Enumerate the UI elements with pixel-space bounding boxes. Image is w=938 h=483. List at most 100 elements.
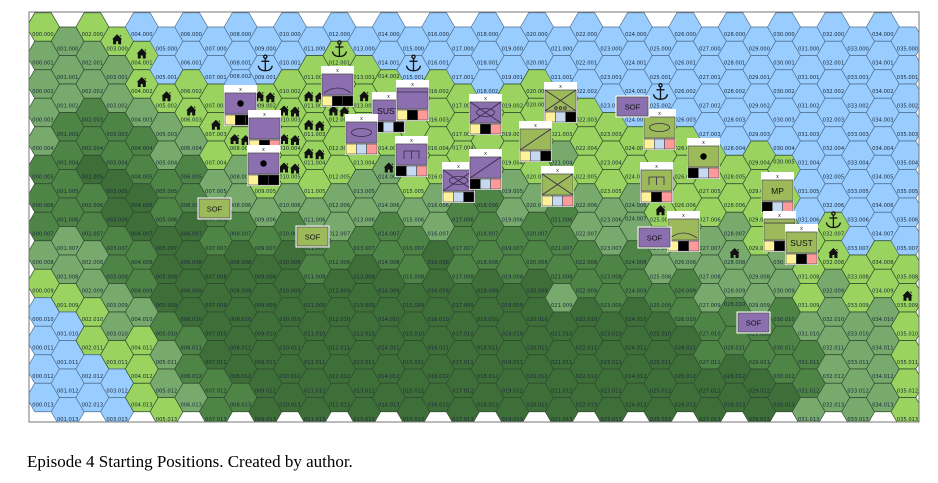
hex-label: 035.008 — [897, 274, 918, 280]
house-icon — [328, 105, 339, 116]
hex-label: 010.012 — [279, 374, 300, 380]
hex-label: 022.005 — [576, 175, 597, 181]
unit-counter[interactable]: x — [224, 85, 257, 126]
hex-label: 021.010 — [551, 331, 572, 337]
hex-label: 025.011 — [650, 360, 671, 366]
hex-label: 035.002 — [897, 103, 918, 109]
unit-body — [345, 121, 378, 144]
hex-label: 005.000 — [156, 46, 177, 52]
status-strip — [541, 195, 553, 207]
hex-label: 004.004 — [131, 146, 153, 152]
hex-label: 017.007 — [452, 246, 473, 252]
status-strip — [651, 191, 662, 203]
hex-label: 004.002 — [131, 89, 152, 95]
status-strip — [224, 114, 236, 126]
unit-counter[interactable]: x — [519, 121, 552, 162]
echelon-mark: x — [484, 151, 487, 157]
house-shape — [729, 248, 740, 258]
hex-label: 004.009 — [131, 289, 152, 295]
echelon-mark: x — [682, 213, 685, 219]
hex-label: 032.012 — [823, 374, 844, 380]
hex-label: 016.009 — [427, 289, 448, 295]
status-strip — [356, 143, 367, 155]
hex-label: 033.012 — [847, 388, 868, 394]
hex-label: 028.011 — [724, 346, 745, 352]
house-shape — [279, 162, 289, 173]
unit-counter[interactable]: x SUST — [785, 224, 818, 265]
hex-label: 009.002 — [255, 103, 276, 109]
unit-counter[interactable]: x MP — [761, 172, 794, 213]
hex-label: 001.005 — [57, 189, 78, 195]
hex-label: 000.003 — [32, 118, 53, 124]
sof-marker[interactable]: SOF — [295, 225, 330, 248]
hex-label: 028.002 — [724, 89, 745, 95]
hex-label: 025.007 — [650, 246, 671, 252]
unit-counter[interactable]: x — [345, 114, 378, 155]
hex-label: 013.007 — [353, 246, 374, 252]
status-strip — [678, 240, 689, 252]
hex-label: 009.010 — [255, 331, 276, 337]
hex-label: 010.004 — [279, 146, 301, 152]
unit-counter[interactable]: x — [469, 149, 502, 190]
hex-label: 034.000 — [872, 32, 893, 38]
hex-label: 019.012 — [502, 388, 523, 394]
hex-label: 028.010 — [724, 302, 745, 308]
hex-label: 007.008 — [205, 274, 226, 280]
hex-label: 035.012 — [897, 388, 918, 394]
sof-marker[interactable]: SOF — [197, 197, 232, 220]
hex-label: 017.004 — [452, 145, 474, 151]
hex-label: 032.005 — [823, 175, 844, 181]
hex-label: 034.005 — [872, 175, 893, 181]
hex-label: 023.002 — [600, 103, 621, 109]
unit-counter[interactable]: x — [247, 145, 280, 186]
unit-counter[interactable]: x — [396, 80, 429, 121]
hex-label: 004.001 — [131, 61, 152, 67]
hex-label: 032.002 — [823, 89, 844, 95]
hex-label: 016.012 — [427, 374, 448, 380]
hex-label: 001.002 — [57, 103, 78, 109]
unit-counter[interactable]: x — [544, 82, 577, 123]
sof-marker[interactable]: SOF — [615, 95, 650, 118]
hex-label: 016.007 — [427, 232, 448, 238]
unit-counter[interactable]: x — [248, 110, 281, 151]
hex-label: 002.010 — [82, 317, 103, 323]
sof-marker[interactable]: SOF — [637, 226, 672, 249]
echelon-mark: x — [658, 111, 661, 117]
hex-label: 013.013 — [353, 417, 374, 423]
hex-label: 021.007 — [551, 246, 572, 252]
hex-label: 005.003 — [156, 132, 177, 138]
hex-label: 004.003 — [131, 118, 152, 124]
echelon-mark: x — [239, 87, 242, 93]
house-icon — [186, 105, 197, 116]
sof-marker[interactable]: SOF — [736, 311, 771, 334]
hex-label: 012.005 — [329, 175, 350, 181]
echelon-mark: x — [534, 123, 537, 129]
hex-label: 000.009 — [32, 289, 53, 295]
hex-label: 001.006 — [57, 217, 78, 223]
unit-counter[interactable]: x — [541, 166, 574, 207]
hex-label: 022.008 — [576, 260, 597, 266]
hex-label: 000.011 — [32, 346, 53, 352]
hex-label: 019.007 — [502, 246, 523, 252]
unit-counter[interactable]: x — [321, 66, 354, 107]
status-strip — [407, 109, 418, 121]
sof-body — [296, 226, 329, 247]
unit-counter[interactable]: x — [640, 162, 673, 203]
hex-label: 024.000 — [625, 32, 646, 38]
unit-counter[interactable]: x — [395, 136, 428, 177]
hex-label: 026.005 — [674, 175, 695, 181]
mech-ellipse — [476, 108, 495, 117]
unit-counter[interactable]: x — [469, 94, 502, 135]
hex-label: 030.000 — [773, 32, 794, 38]
unit-counter[interactable]: x — [687, 138, 720, 179]
hex-label: 006.006 — [180, 203, 201, 209]
hex-label: 024.006 — [625, 203, 646, 209]
hex-label: 031.004 — [798, 160, 820, 166]
unit-counter[interactable]: x — [667, 211, 700, 252]
cavalry-symbol — [469, 156, 502, 179]
hex-label: 035.005 — [897, 189, 918, 195]
hex-label: 022.013 — [576, 403, 597, 409]
hex-cell[interactable]: 035.013 — [890, 397, 924, 427]
hex-label: 028.006 — [724, 203, 745, 209]
house-icon — [279, 105, 289, 116]
